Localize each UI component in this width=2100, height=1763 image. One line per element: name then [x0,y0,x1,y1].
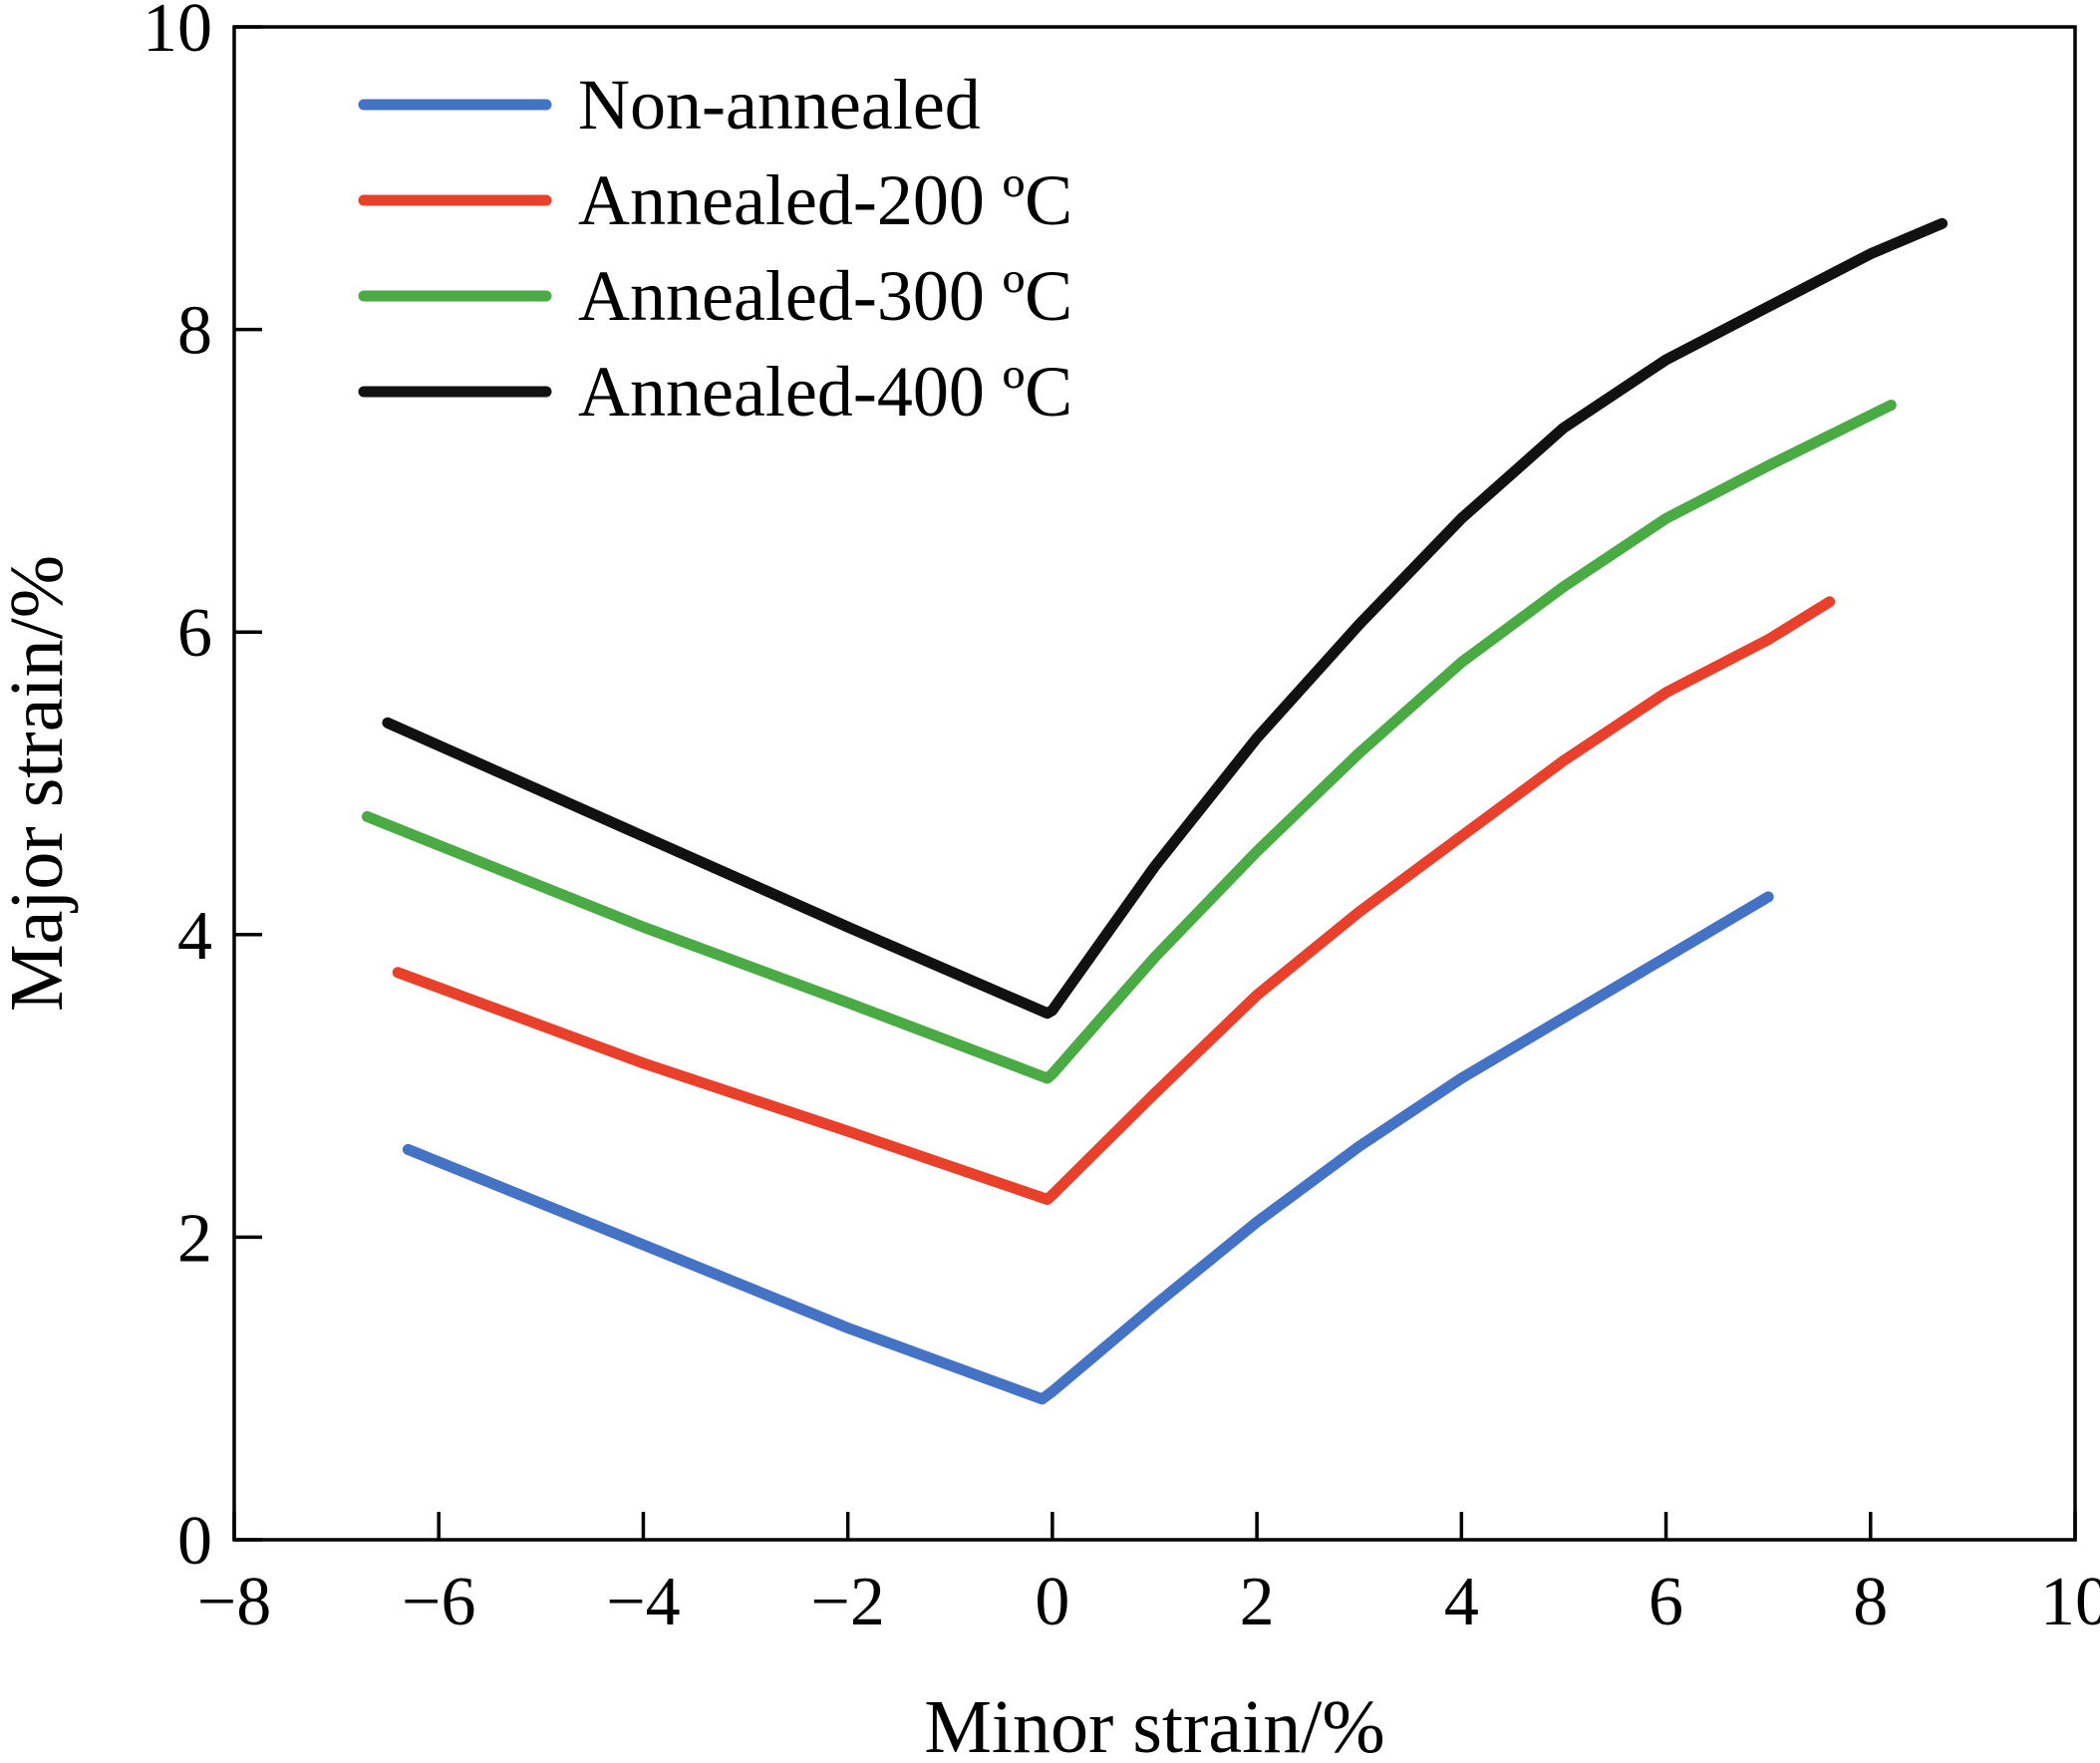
y-tick-label: 10 [143,0,212,67]
x-tick-label: −2 [810,1564,884,1640]
x-tick-label: 0 [1035,1564,1069,1640]
x-tick-label: 4 [1444,1564,1479,1640]
y-tick-label: 8 [177,293,212,370]
x-tick-label: −4 [606,1564,680,1640]
y-tick-label: 6 [177,595,212,672]
y-axis-title: Major strain/% [0,555,79,1012]
x-tick-label: 10 [2040,1564,2100,1640]
legend-label: Annealed-300 ºC [578,256,1072,336]
y-tick-label: 2 [177,1200,212,1277]
x-tick-label: −8 [197,1564,271,1640]
x-axis-ticks: −8 −6 −4 −2 0 2 4 6 8 10 [197,1512,2100,1640]
x-tick-label: 2 [1240,1564,1275,1640]
x-tick-label: −6 [402,1564,475,1640]
plot-border [232,25,2077,1542]
x-tick-label: 6 [1649,1564,1683,1640]
x-axis-title: Minor strain/% [924,1685,1384,1763]
legend-label: Annealed-200 ºC [578,160,1072,240]
y-tick-label: 4 [177,898,212,975]
y-tick-label: 0 [177,1503,212,1580]
series-line-2 [392,596,1836,1205]
series-line-3 [361,400,1897,1084]
y-axis-ticks: 0 2 4 6 8 10 [143,0,262,1580]
legend-label: Non-annealed [578,65,981,145]
plot-frame [232,25,2077,1542]
series-line-1 [402,891,1774,1405]
x-tick-label: 8 [1853,1564,1888,1640]
legend-label: Annealed-400 ºC [578,352,1072,432]
series-line-4 [382,217,1949,1020]
legend: Non-annealed Annealed-200 ºC Annealed-300 … [358,65,1072,432]
series-layer [361,217,1949,1405]
